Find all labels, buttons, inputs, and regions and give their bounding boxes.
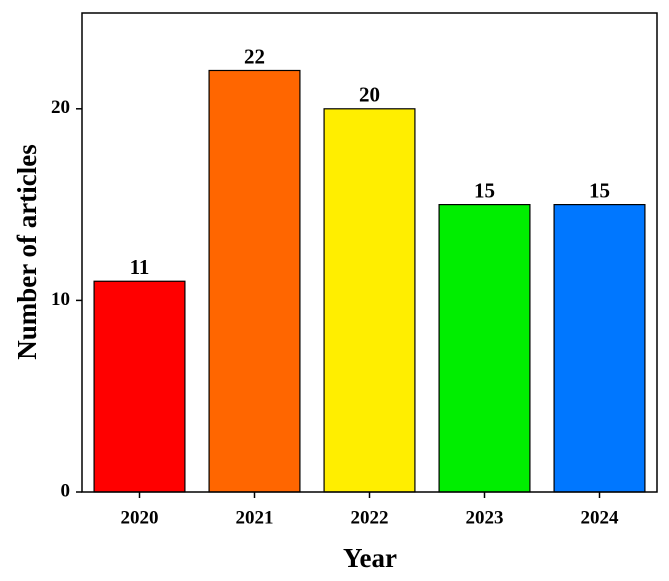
bar <box>553 204 646 493</box>
value-label: 20 <box>359 83 380 107</box>
plot-frame <box>81 12 658 493</box>
x-tick-label: 2022 <box>351 507 389 528</box>
y-axis-label: Number of articles <box>12 144 42 359</box>
x-axis-label: Year <box>343 543 397 573</box>
value-label: 22 <box>244 44 265 68</box>
value-label: 15 <box>589 178 610 202</box>
x-tick-label: 2024 <box>581 507 620 528</box>
bar <box>93 280 186 493</box>
y-tick-label: 20 <box>51 97 70 118</box>
y-tick-label: 10 <box>51 289 70 310</box>
bar <box>438 204 531 493</box>
y-tick-label: 0 <box>61 480 71 501</box>
x-tick-label: 2020 <box>121 507 159 528</box>
bar <box>323 108 416 493</box>
x-tick-label: 2021 <box>236 507 274 528</box>
value-label: 11 <box>130 255 150 279</box>
x-tick-label: 2023 <box>466 507 504 528</box>
bar <box>208 69 301 493</box>
value-label: 15 <box>474 178 495 202</box>
